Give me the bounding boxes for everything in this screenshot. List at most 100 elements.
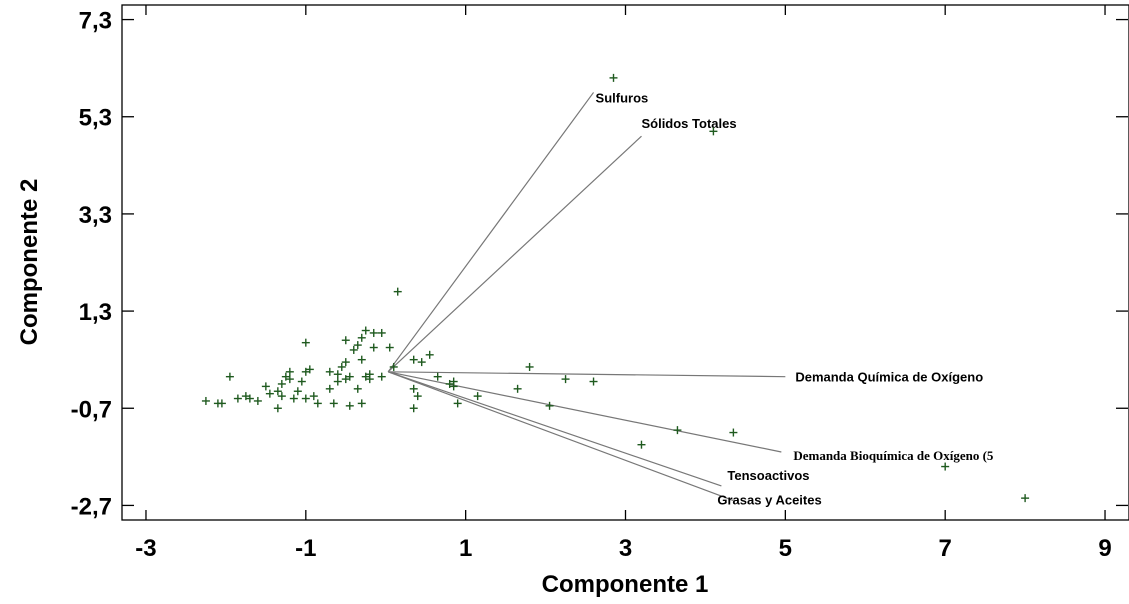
score-point	[297, 377, 306, 386]
score-point	[293, 387, 302, 396]
score-point	[393, 287, 402, 296]
score-point	[345, 401, 354, 410]
loading-vector-label: Demanda Bioquímica de Oxígeno (5	[793, 448, 994, 463]
x-tick-labels: -3 -1 1 3 5 7 9	[135, 535, 1111, 562]
score-point	[545, 401, 554, 410]
score-point	[265, 389, 274, 398]
x-tick-label: 7	[939, 535, 952, 562]
loading-vector-label: Demanda Química de Oxígeno	[795, 370, 983, 385]
score-point	[333, 370, 342, 379]
loading-vector	[388, 371, 786, 378]
score-point	[233, 394, 242, 403]
score-point	[473, 392, 482, 401]
score-point	[289, 394, 298, 403]
score-point	[301, 338, 310, 347]
score-point	[365, 375, 374, 384]
x-tick-label: -1	[295, 535, 316, 562]
score-point	[709, 127, 718, 136]
score-point	[409, 404, 418, 413]
loading-vector	[387, 92, 595, 373]
score-point	[277, 392, 286, 401]
y-tick-label: 5,3	[79, 105, 112, 132]
loading-vector	[387, 135, 642, 373]
score-point	[561, 375, 570, 384]
score-points	[201, 73, 1030, 503]
score-point	[357, 355, 366, 364]
score-point	[329, 399, 338, 408]
score-point	[413, 392, 422, 401]
loading-vector-label: Grasas y Aceites	[717, 493, 821, 508]
score-point	[361, 326, 370, 335]
x-tick-label: 5	[779, 535, 792, 562]
y-tick-label: -0,7	[71, 396, 112, 423]
score-point	[453, 399, 462, 408]
score-point	[301, 367, 310, 376]
score-point	[241, 392, 250, 401]
score-point	[309, 392, 318, 401]
score-point	[673, 426, 682, 435]
score-point	[341, 358, 350, 367]
x-axis-title: Componente 1	[542, 571, 709, 598]
loading-vector-labels: Sulfuros Sólidos Totales Demanda Química d…	[596, 90, 994, 507]
score-point	[729, 428, 738, 437]
score-point	[253, 396, 262, 405]
y-tick-label: 7,3	[79, 8, 112, 35]
loading-vector-label: Sulfuros	[596, 90, 649, 105]
score-point	[449, 377, 458, 386]
score-point	[325, 367, 334, 376]
y-tick-label: 1,3	[79, 299, 112, 326]
x-tick-label: 1	[459, 535, 472, 562]
score-point	[513, 384, 522, 393]
score-point	[341, 375, 350, 384]
score-point	[377, 372, 386, 381]
score-point	[525, 362, 534, 371]
score-point	[389, 362, 398, 371]
score-point	[385, 343, 394, 352]
score-point	[409, 384, 418, 393]
score-point	[201, 396, 210, 405]
score-point	[213, 399, 222, 408]
score-point	[589, 377, 598, 386]
score-point	[313, 399, 322, 408]
score-point	[609, 73, 618, 82]
score-point	[409, 355, 418, 364]
score-point	[353, 341, 362, 350]
score-point	[941, 462, 950, 471]
score-point	[349, 345, 358, 354]
score-point	[357, 333, 366, 342]
score-point	[369, 343, 378, 352]
score-point	[273, 387, 282, 396]
score-point	[341, 336, 350, 345]
y-tick-labels: -2,7 -0,7 1,3 3,3 5,3 7,3	[71, 8, 112, 521]
score-point	[377, 328, 386, 337]
score-point	[285, 367, 294, 376]
score-point	[353, 384, 362, 393]
score-point	[277, 379, 286, 388]
loading-vector-label: Tensoactivos	[727, 468, 809, 483]
loading-vector	[387, 371, 722, 487]
x-tick-label: 9	[1098, 535, 1111, 562]
score-point	[357, 399, 366, 408]
x-tick-label: -3	[135, 535, 156, 562]
y-axis-title: Componente 2	[16, 179, 43, 346]
score-point	[417, 358, 426, 367]
y-tick-label: 3,3	[79, 202, 112, 229]
score-point	[333, 377, 342, 386]
loading-vector	[387, 371, 734, 502]
y-tick-label: -2,7	[71, 493, 112, 520]
score-point	[425, 350, 434, 359]
score-point	[273, 404, 282, 413]
score-point	[637, 440, 646, 449]
x-tick-label: 3	[619, 535, 632, 562]
loading-vectors	[387, 92, 786, 502]
plot-frame	[121, 4, 1129, 521]
score-point	[1021, 494, 1030, 503]
score-point	[337, 362, 346, 371]
score-point	[433, 372, 442, 381]
score-point	[261, 382, 270, 391]
score-point	[301, 394, 310, 403]
loading-vector-label: Sólidos Totales	[641, 116, 736, 131]
score-point	[225, 372, 234, 381]
score-point	[325, 384, 334, 393]
